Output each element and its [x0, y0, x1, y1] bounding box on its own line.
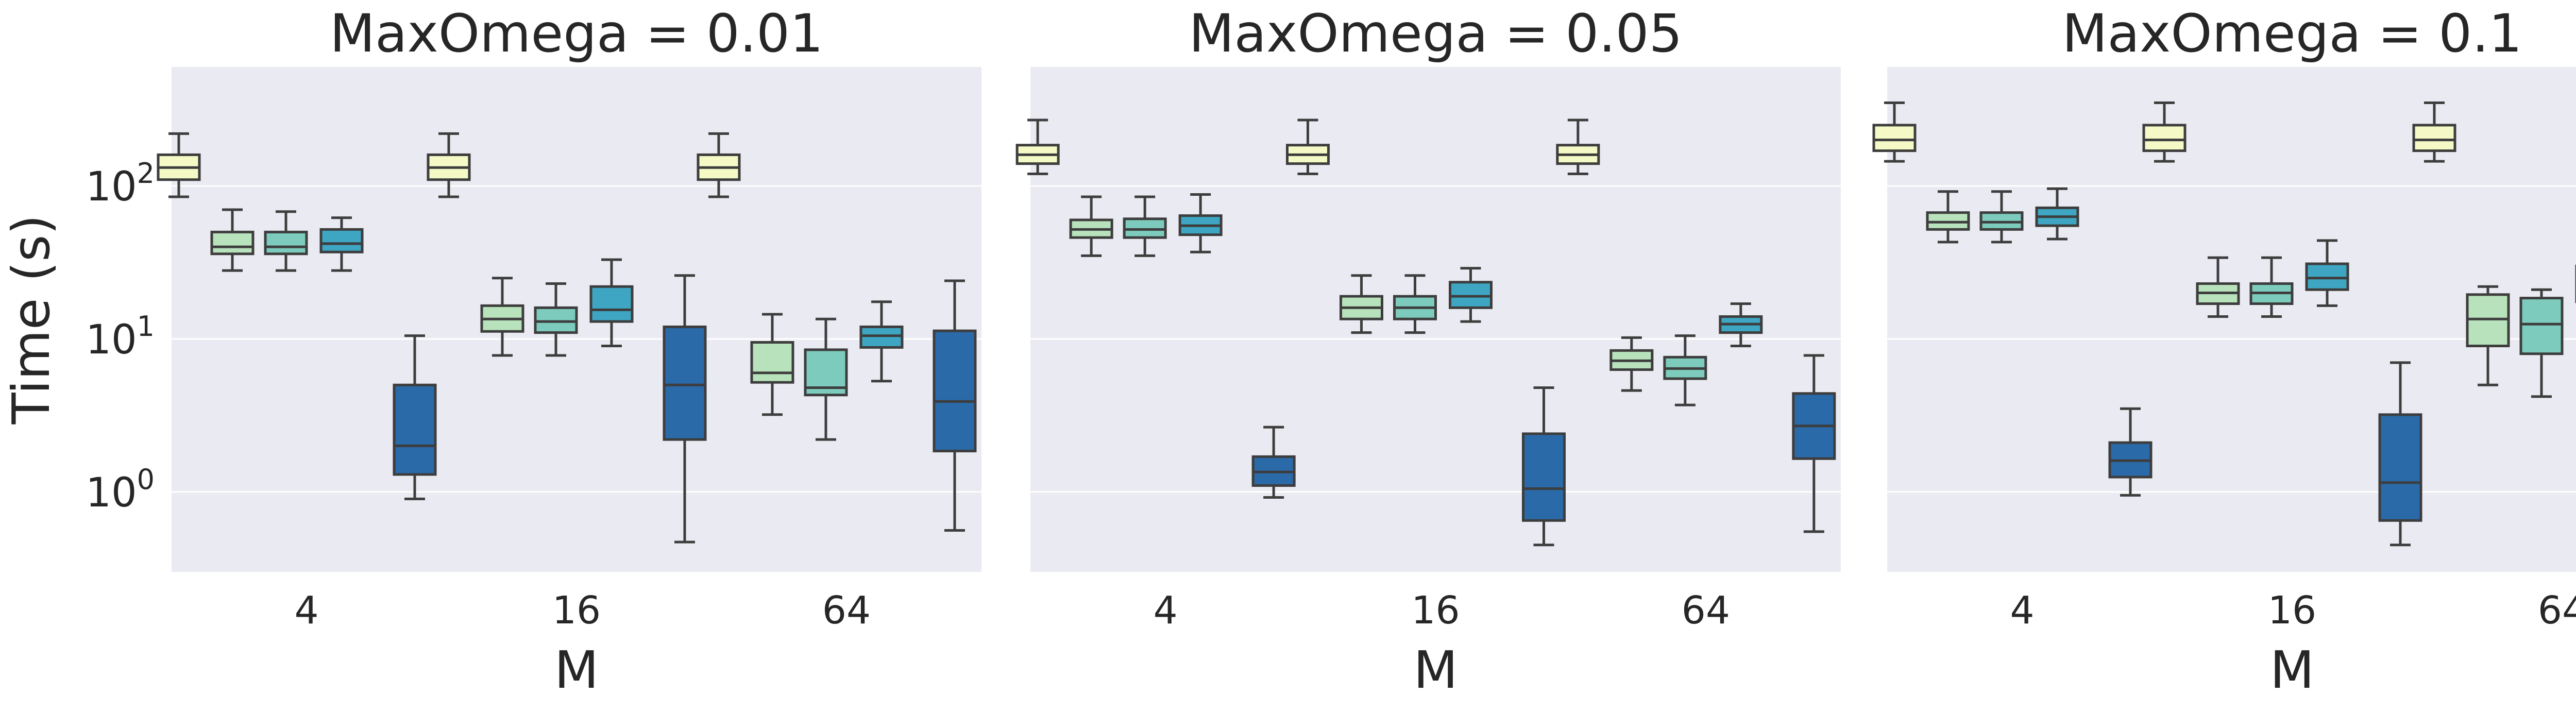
box	[1123, 195, 1167, 257]
box-body	[534, 306, 578, 334]
box-body	[319, 228, 364, 253]
box	[804, 317, 848, 441]
box	[1015, 118, 1060, 176]
x-tick-label: 4	[294, 588, 318, 633]
box	[2249, 256, 2294, 318]
box	[157, 132, 201, 198]
box	[859, 300, 904, 383]
y-axis-label: Time (s)	[1, 215, 61, 425]
panel-title: MaxOmega = 0.1	[2062, 3, 2522, 64]
y-tick-label: 101	[86, 310, 155, 363]
x-tick-label: 64	[2538, 588, 2576, 633]
box	[2196, 256, 2240, 318]
box	[1719, 302, 1763, 347]
box-body	[2519, 297, 2564, 355]
box-body	[1522, 432, 1566, 522]
x-tick-label: 16	[2268, 588, 2316, 633]
box	[1663, 334, 1707, 406]
box-body	[750, 341, 794, 384]
panel-title: MaxOmega = 0.01	[330, 3, 823, 64]
box	[2305, 239, 2349, 307]
box	[750, 313, 794, 416]
box	[589, 258, 634, 347]
box	[2142, 101, 2187, 163]
box	[1926, 190, 1970, 244]
box-body	[1449, 281, 1493, 309]
box	[1340, 274, 1383, 334]
box	[1556, 118, 1600, 176]
box	[2412, 101, 2456, 163]
x-tick-label: 16	[552, 588, 601, 633]
y-tick-label: 102	[86, 157, 155, 210]
box-body	[933, 329, 977, 452]
box-body	[663, 325, 707, 441]
box-body	[859, 325, 904, 349]
y-tick-label: 100	[86, 463, 155, 516]
x-tick-label: 16	[1411, 588, 1460, 633]
box-body	[2305, 262, 2349, 291]
box	[1979, 190, 2024, 244]
box	[1522, 386, 1566, 547]
box	[1178, 193, 1223, 253]
box	[1872, 101, 1917, 163]
x-tick-label: 4	[1154, 588, 1178, 633]
box-body	[2412, 124, 2456, 152]
panel-1: MaxOmega = 0.01 4 16 64 M	[157, 3, 981, 700]
box	[1449, 267, 1493, 323]
box	[534, 282, 578, 357]
box	[427, 132, 471, 198]
box	[393, 334, 437, 500]
box	[1069, 195, 1113, 257]
box	[319, 216, 364, 272]
box	[2378, 361, 2422, 547]
box	[697, 132, 741, 198]
box	[264, 210, 308, 272]
box-body	[2378, 413, 2422, 522]
box-body	[393, 383, 437, 476]
box	[663, 274, 707, 544]
box	[933, 279, 977, 532]
panel-3: MaxOmega = 0.1 4 16 64 M	[1872, 3, 2576, 700]
box	[1286, 118, 1330, 176]
plot-area	[1887, 67, 2576, 572]
box	[2466, 285, 2510, 386]
box-body	[210, 230, 255, 256]
box	[1609, 336, 1654, 392]
x-tick-label: 64	[822, 588, 871, 633]
x-tick-label: 4	[2010, 588, 2034, 633]
box	[1393, 274, 1437, 334]
x-axis-label: M	[2270, 640, 2314, 700]
x-tick-label: 64	[1682, 588, 1730, 633]
x-axis-label: M	[1413, 640, 1458, 700]
box-body	[264, 230, 308, 256]
x-axis-label: M	[554, 640, 599, 700]
box	[2108, 407, 2153, 497]
panel-title: MaxOmega = 0.05	[1189, 3, 1683, 64]
box-body	[589, 285, 634, 323]
box	[480, 277, 524, 357]
box	[210, 208, 255, 272]
box	[1251, 426, 1296, 499]
panel-2: MaxOmega = 0.05 4 16 64 M	[1015, 3, 1841, 700]
box	[2519, 288, 2564, 398]
box-body	[1872, 124, 1917, 152]
box-body	[2142, 124, 2187, 152]
box	[2035, 187, 2079, 241]
box	[1792, 354, 1836, 533]
